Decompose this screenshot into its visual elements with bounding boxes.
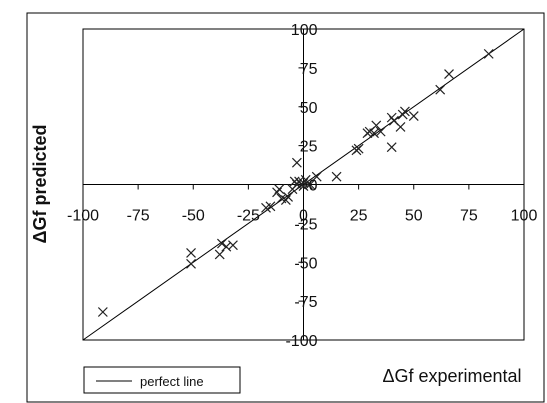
marker-stroke bbox=[276, 193, 287, 204]
marker-stroke bbox=[311, 171, 322, 182]
y-tick-label: 100 bbox=[291, 22, 318, 39]
marker-stroke bbox=[400, 106, 410, 117]
marker-stroke bbox=[186, 247, 196, 258]
x-tick-label: 25 bbox=[350, 208, 368, 225]
marker-stroke bbox=[289, 176, 300, 187]
marker-stroke bbox=[395, 122, 406, 132]
x-axis-label: ΔGf experimental bbox=[382, 366, 521, 386]
y-tick-label: -75 bbox=[294, 294, 317, 311]
perfect-line-path bbox=[82, 28, 525, 341]
marker-stroke bbox=[375, 126, 386, 137]
data-point-marker bbox=[353, 143, 364, 154]
marker-stroke bbox=[369, 128, 379, 139]
y-tick-label: 0 bbox=[309, 178, 318, 195]
data-point-marker bbox=[444, 69, 454, 80]
marker-stroke bbox=[302, 179, 313, 190]
x-tick-label: -50 bbox=[182, 208, 205, 225]
marker-stroke bbox=[331, 171, 342, 182]
data-point-marker bbox=[228, 240, 238, 251]
marker-stroke bbox=[214, 249, 225, 260]
marker-stroke bbox=[265, 201, 276, 212]
data-point-marker bbox=[311, 171, 322, 182]
y-axis-label: ΔGf predicted bbox=[30, 125, 50, 244]
marker-stroke bbox=[221, 241, 232, 252]
marker-stroke bbox=[300, 174, 311, 185]
marker-stroke bbox=[216, 238, 227, 249]
marker-stroke bbox=[186, 258, 196, 269]
x-tick-label: -75 bbox=[127, 208, 150, 225]
data-point-marker bbox=[274, 184, 285, 195]
marker-stroke bbox=[388, 115, 399, 126]
data-point-marker bbox=[435, 84, 446, 95]
data-point-marker bbox=[483, 48, 494, 59]
legend-label: perfect line bbox=[140, 374, 204, 389]
legend: perfect line bbox=[83, 366, 241, 394]
marker-stroke bbox=[305, 179, 316, 190]
data-markers bbox=[97, 48, 494, 317]
x-tick-label: -100 bbox=[67, 208, 99, 225]
y-tick-label: 25 bbox=[300, 139, 318, 156]
y-tick-label: -50 bbox=[294, 255, 317, 272]
x-tick-label: 75 bbox=[460, 208, 478, 225]
marker-stroke bbox=[97, 307, 108, 317]
data-point-marker bbox=[395, 122, 406, 132]
marker-stroke bbox=[353, 143, 364, 154]
marker-stroke bbox=[435, 84, 446, 95]
data-point-marker bbox=[371, 120, 382, 131]
marker-stroke bbox=[483, 48, 494, 59]
data-point-marker bbox=[221, 241, 232, 252]
y-tick-label: -25 bbox=[294, 216, 317, 233]
data-point-marker bbox=[386, 142, 397, 153]
legend-box bbox=[83, 366, 241, 394]
marker-stroke bbox=[274, 184, 285, 195]
marker-stroke bbox=[294, 176, 305, 187]
data-point-marker bbox=[265, 201, 276, 212]
x-tick-label: 100 bbox=[511, 208, 538, 225]
data-point-marker bbox=[291, 157, 302, 168]
data-point-marker bbox=[400, 106, 410, 117]
x-tick-label: -25 bbox=[237, 208, 260, 225]
data-point-marker bbox=[283, 192, 293, 202]
data-point-marker bbox=[331, 171, 342, 182]
y-tick-label: 75 bbox=[300, 61, 318, 78]
data-point-marker bbox=[305, 179, 316, 190]
data-point-marker bbox=[97, 307, 108, 317]
marker-stroke bbox=[444, 69, 454, 80]
y-tick-label: -100 bbox=[285, 333, 317, 350]
data-point-marker bbox=[302, 179, 313, 190]
data-point-marker bbox=[216, 238, 227, 249]
marker-stroke bbox=[228, 240, 238, 251]
data-point-marker bbox=[186, 247, 196, 258]
y-tick-label: 50 bbox=[300, 100, 318, 117]
data-point-marker bbox=[214, 249, 225, 260]
x-tick-label: 0 bbox=[299, 208, 308, 225]
marker-stroke bbox=[291, 157, 302, 168]
marker-stroke bbox=[371, 120, 382, 131]
marker-stroke bbox=[386, 112, 397, 123]
marker-stroke bbox=[283, 192, 293, 202]
data-point-marker bbox=[369, 128, 379, 139]
data-point-marker bbox=[375, 126, 386, 137]
marker-stroke bbox=[386, 142, 397, 153]
perfect-line bbox=[82, 28, 525, 341]
marker-stroke bbox=[408, 111, 419, 122]
data-point-marker bbox=[186, 258, 196, 269]
data-point-marker bbox=[408, 111, 419, 122]
tick-labels: -100 -75 -50 -25 0 25 50 75 1001007550250-25-50-… bbox=[67, 22, 537, 350]
x-tick-label: 50 bbox=[405, 208, 423, 225]
